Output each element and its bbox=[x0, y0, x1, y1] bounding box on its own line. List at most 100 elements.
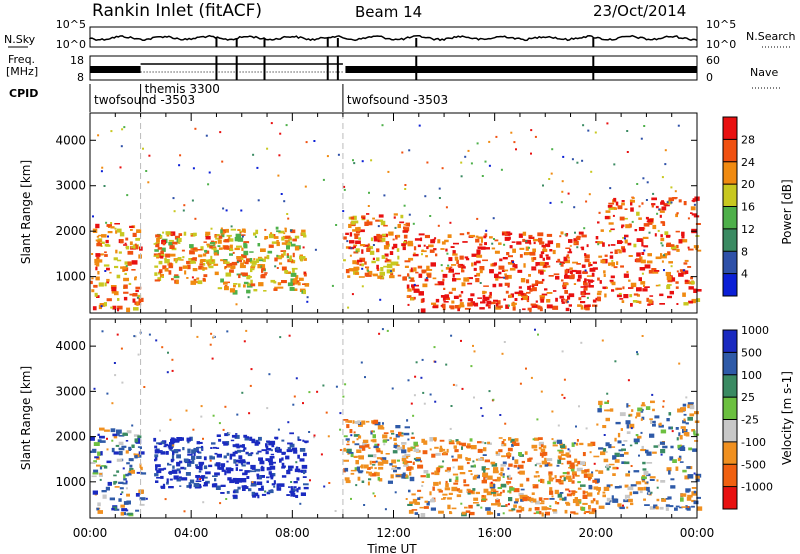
echo-cell bbox=[401, 449, 407, 454]
echo-cell bbox=[353, 434, 360, 437]
echo-cell bbox=[306, 296, 309, 299]
echo-cell bbox=[350, 452, 354, 458]
echo-cell bbox=[429, 215, 432, 217]
echo-cell bbox=[670, 478, 675, 481]
echo-cell bbox=[153, 255, 159, 257]
echo-cell bbox=[442, 278, 445, 282]
echo-cell bbox=[461, 442, 467, 447]
echo-cell bbox=[114, 374, 117, 377]
echo-cell bbox=[614, 249, 618, 254]
echo-cell bbox=[383, 224, 388, 227]
echo-cell bbox=[615, 287, 618, 291]
echo-cell bbox=[642, 177, 645, 180]
echo-cell bbox=[196, 335, 199, 338]
echo-cell bbox=[226, 265, 231, 268]
echo-cell bbox=[556, 439, 563, 444]
echo-cell bbox=[178, 242, 181, 244]
echo-cell bbox=[608, 222, 614, 225]
colorbar-tick-label: 500 bbox=[741, 346, 762, 359]
echo-cell bbox=[181, 477, 188, 481]
echo-cell bbox=[535, 511, 542, 514]
echo-cell bbox=[172, 465, 175, 469]
echo-cell bbox=[410, 267, 413, 272]
panel-background bbox=[90, 113, 697, 313]
echo-cell bbox=[199, 263, 204, 266]
echo-cell bbox=[605, 417, 610, 422]
echo-cell bbox=[225, 498, 228, 500]
echo-cell bbox=[171, 369, 174, 372]
echo-cell bbox=[249, 258, 253, 262]
echo-cell bbox=[449, 427, 452, 430]
echo-cell bbox=[396, 446, 403, 451]
echo-cell bbox=[210, 227, 213, 230]
echo-cell bbox=[391, 387, 394, 390]
echo-cell bbox=[265, 458, 269, 461]
echo-cell bbox=[234, 450, 239, 453]
echo-cell bbox=[246, 258, 251, 263]
echo-cell bbox=[388, 231, 394, 236]
echo-cell bbox=[257, 199, 260, 202]
echo-cell bbox=[458, 304, 465, 308]
echo-cell bbox=[654, 415, 660, 419]
echo-cell bbox=[126, 462, 130, 465]
echo-cell bbox=[258, 282, 264, 287]
echo-cell bbox=[202, 476, 208, 479]
echo-cell bbox=[559, 235, 562, 238]
colorbar-tick-label: 1000 bbox=[741, 324, 769, 337]
echo-cell bbox=[403, 227, 410, 232]
nsearch-label: N.Search bbox=[746, 30, 796, 43]
echo-cell bbox=[126, 194, 129, 197]
echo-cell bbox=[576, 246, 579, 249]
echo-cell bbox=[106, 267, 110, 271]
echo-cell bbox=[125, 245, 130, 250]
echo-cell bbox=[473, 261, 477, 266]
echo-cell bbox=[142, 147, 144, 150]
echo-cell bbox=[568, 467, 571, 469]
echo-cell bbox=[623, 461, 630, 465]
echo-cell bbox=[695, 223, 701, 225]
echo-cell bbox=[249, 436, 253, 440]
echo-cell bbox=[189, 244, 194, 249]
echo-cell bbox=[621, 200, 625, 203]
echo-cell bbox=[622, 237, 625, 239]
echo-cell bbox=[519, 254, 523, 258]
echo-cell bbox=[268, 489, 274, 494]
echo-cell bbox=[641, 408, 644, 411]
echo-cell bbox=[678, 239, 683, 244]
echo-cell bbox=[271, 483, 276, 486]
echo-cell bbox=[559, 295, 564, 299]
echo-cell bbox=[667, 295, 672, 299]
echo-cell bbox=[652, 224, 657, 230]
echo-cell bbox=[636, 252, 641, 257]
echo-cell bbox=[303, 273, 307, 277]
echo-cell bbox=[191, 258, 197, 262]
echo-cell bbox=[629, 294, 633, 298]
echo-cell bbox=[549, 463, 553, 467]
echo-cell bbox=[576, 467, 583, 472]
echo-cell bbox=[549, 249, 553, 252]
echo-cell bbox=[259, 475, 265, 478]
echo-cell bbox=[684, 279, 689, 282]
echo-cell bbox=[410, 402, 413, 405]
echo-cell bbox=[373, 430, 375, 433]
echo-cell bbox=[96, 243, 102, 247]
echo-cell bbox=[693, 430, 696, 435]
echo-cell bbox=[218, 466, 225, 470]
echo-cell bbox=[636, 412, 641, 417]
echo-cell bbox=[383, 245, 389, 250]
echo-cell bbox=[689, 413, 695, 417]
echo-cell bbox=[127, 472, 132, 476]
echo-cell bbox=[186, 277, 189, 279]
echo-cell bbox=[189, 261, 194, 264]
echo-cell bbox=[578, 499, 582, 502]
echo-cell bbox=[352, 159, 354, 162]
echo-cell bbox=[232, 251, 235, 254]
echo-cell bbox=[685, 396, 688, 399]
echo-cell bbox=[495, 451, 498, 455]
echo-cell bbox=[426, 161, 429, 164]
echo-cell bbox=[576, 263, 581, 265]
echo-cell bbox=[413, 296, 416, 300]
echo-cell bbox=[289, 255, 292, 260]
echo-cell bbox=[557, 424, 560, 427]
echo-cell bbox=[343, 447, 346, 451]
